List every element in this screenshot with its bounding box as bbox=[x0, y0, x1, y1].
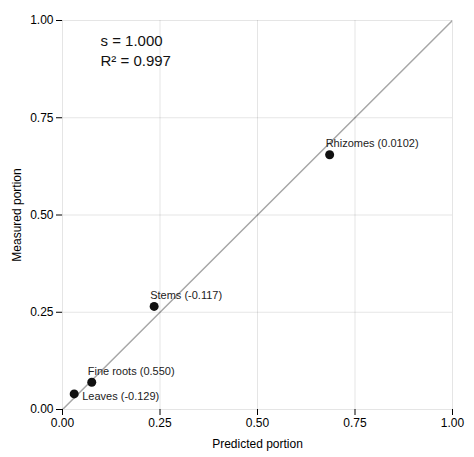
svg-text:Predicted portion: Predicted portion bbox=[212, 437, 303, 451]
svg-text:Leaves (-0.129): Leaves (-0.129) bbox=[82, 390, 159, 402]
svg-text:Fine roots (0.550): Fine roots (0.550) bbox=[88, 365, 175, 377]
svg-text:0.25: 0.25 bbox=[148, 416, 172, 430]
svg-text:0.75: 0.75 bbox=[343, 416, 367, 430]
svg-text:1.00: 1.00 bbox=[30, 13, 54, 27]
svg-text:0.25: 0.25 bbox=[30, 305, 54, 319]
svg-text:Measured portion: Measured portion bbox=[10, 168, 24, 261]
svg-text:Rhizomes (0.0102): Rhizomes (0.0102) bbox=[326, 137, 419, 149]
svg-text:0.75: 0.75 bbox=[30, 111, 54, 125]
svg-text:0.00: 0.00 bbox=[30, 402, 54, 416]
svg-text:0.00: 0.00 bbox=[51, 416, 75, 430]
svg-text:s = 1.000R² = 0.997: s = 1.000R² = 0.997 bbox=[101, 32, 171, 69]
svg-text:Stems (-0.117): Stems (-0.117) bbox=[150, 289, 222, 301]
svg-text:0.50: 0.50 bbox=[246, 416, 270, 430]
svg-text:0.50: 0.50 bbox=[30, 208, 54, 222]
svg-text:1.00: 1.00 bbox=[441, 416, 465, 430]
